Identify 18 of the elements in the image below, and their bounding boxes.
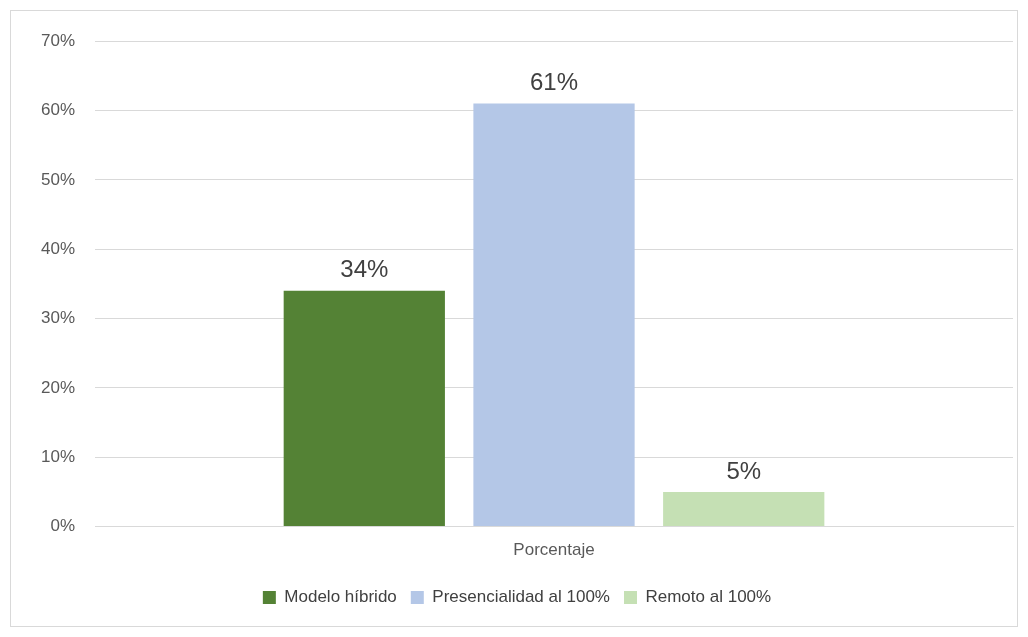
y-tick-label: 70% (40, 30, 76, 50)
y-tick-label: 0% (50, 516, 76, 536)
legend-label: Presencialidad al 100% (432, 587, 610, 607)
legend-label: Modelo híbrido (284, 587, 397, 607)
y-tick-label: 10% (40, 446, 76, 466)
bar (663, 491, 825, 527)
y-tick-label: 60% (40, 100, 76, 120)
data-label: 34% (340, 255, 389, 283)
data-label: 5% (726, 456, 762, 484)
legend-label: Remoto al 100% (645, 587, 772, 607)
y-tick-label: 50% (40, 169, 76, 189)
y-tick-label: 40% (40, 238, 76, 258)
bar (473, 103, 635, 527)
bar (283, 290, 445, 527)
data-label: 61% (529, 68, 579, 96)
x-tick-label: Porcentaje (513, 540, 595, 560)
y-tick-label: 30% (40, 308, 76, 328)
y-tick-label: 20% (40, 377, 76, 397)
